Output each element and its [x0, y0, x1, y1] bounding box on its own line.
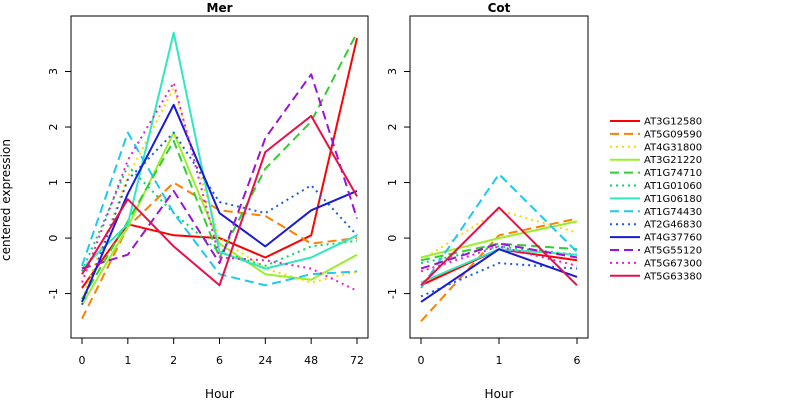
x-tick-label-mer-48: 48	[304, 354, 318, 367]
series-line-cot-at5g09590	[420, 217, 578, 322]
legend-label-at5g55120: AT5G55120	[644, 246, 702, 257]
legend-label-at1g74710: AT1G74710	[644, 168, 702, 179]
legend-item-at2g46830: AT2G46830	[610, 220, 702, 231]
legend-item-at5g63380: AT5G63380	[610, 271, 702, 282]
series-line-mer-at5g63380	[81, 114, 358, 287]
x-tick-label-cot-0: 0	[418, 354, 425, 367]
legend-label-at3g21220: AT3G21220	[644, 155, 702, 166]
panels: Mer -1 0 1 2 3 0 1 2 6 24 48 72 Hour Cot -1 0 1 2 3 0 1 6 Hour	[47, 1, 589, 400]
legend-label-at5g09590: AT5G09590	[644, 129, 702, 140]
series-line-mer-at4g31800	[81, 87, 358, 300]
x-axis-title-cot: Hour	[485, 387, 514, 400]
legend-label-at5g67300: AT5G67300	[644, 258, 702, 269]
x-tick-label-mer-72: 72	[350, 354, 364, 367]
panel-title-cot: Cot	[488, 1, 511, 15]
series-line-mer-at1g06180	[81, 31, 358, 270]
legend-label-at4g31800: AT4G31800	[644, 142, 702, 153]
series-line-mer-at4g37760	[81, 103, 358, 303]
legend-label-at1g06180: AT1G06180	[644, 194, 702, 205]
legend-item-at1g74430: AT1G74430	[610, 207, 702, 218]
legend-item-at1g74710: AT1G74710	[610, 168, 702, 179]
panel-title-mer: Mer	[207, 1, 233, 15]
y-tick-label-mer--1: -1	[47, 288, 60, 299]
series-line-cot-at4g31800	[420, 209, 578, 262]
legend-item-at4g37760: AT4G37760	[610, 233, 702, 244]
x-tick-label-mer-2: 2	[170, 354, 177, 367]
series-line-cot-at5g63380	[420, 206, 578, 287]
y-tick-label-cot-2: 2	[386, 124, 399, 131]
panel-mer: Mer -1 0 1 2 3 0 1 2 6 24 48 72 Hour	[47, 1, 369, 400]
series-line-mer-at2g46830	[81, 131, 358, 306]
x-tick-label-mer-0: 0	[79, 354, 86, 367]
legend-item-at1g06180: AT1G06180	[610, 194, 702, 205]
x-tick-label-cot-6: 6	[574, 354, 581, 367]
legend-label-at1g74430: AT1G74430	[644, 207, 702, 218]
y-axis-title: centered expression	[0, 139, 13, 261]
series-line-cot-at4g37760	[420, 248, 578, 303]
y-tick-label-mer-3: 3	[47, 68, 60, 75]
plot-frame-mer	[70, 15, 369, 339]
legend-item-at1g01060: AT1G01060	[610, 181, 702, 192]
legend-label-at1g01060: AT1G01060	[644, 181, 702, 192]
series-line-cot-at1g06180	[420, 248, 578, 284]
y-tick-label-cot-0: 0	[386, 235, 399, 242]
x-tick-label-mer-1: 1	[124, 354, 131, 367]
y-tick-label-cot-3: 3	[386, 68, 399, 75]
x-tick-label-mer-6: 6	[216, 354, 223, 367]
legend-label-at5g63380: AT5G63380	[644, 271, 702, 282]
x-axis-title-mer: Hour	[205, 387, 234, 400]
series-line-cot-at1g74430	[420, 173, 578, 289]
x-tick-label-cot-1: 1	[496, 354, 503, 367]
series-line-mer-at5g55120	[81, 73, 358, 270]
plot-frame-cot	[409, 15, 589, 339]
series-line-mer-at3g21220	[81, 131, 358, 306]
y-tick-label-mer-1: 1	[47, 179, 60, 186]
legend-item-at5g67300: AT5G67300	[610, 258, 702, 269]
y-tick-label-cot--1: -1	[386, 288, 399, 299]
series-line-cot-at2g46830	[420, 262, 578, 298]
series-line-cot-at1g74710	[420, 242, 578, 262]
y-tick-label-mer-0: 0	[47, 235, 60, 242]
legend-item-at4g31800: AT4G31800	[610, 142, 702, 153]
legend-label-at2g46830: AT2G46830	[644, 220, 702, 231]
legend-label-at3g12580: AT3G12580	[644, 117, 702, 128]
series-line-cot-at5g55120	[420, 242, 578, 270]
y-tick-label-mer-2: 2	[47, 124, 60, 131]
legend-item-at5g55120: AT5G55120	[610, 246, 702, 257]
legend-item-at5g09590: AT5G09590	[610, 129, 702, 140]
legend-item-at3g12580: AT3G12580	[610, 117, 702, 128]
panel-cot: Cot -1 0 1 2 3 0 1 6 Hour	[386, 1, 589, 400]
y-tick-label-cot-1: 1	[386, 179, 399, 186]
legend-label-at4g37760: AT4G37760	[644, 233, 702, 244]
series-line-mer-at1g74710	[81, 32, 358, 300]
series-line-mer-at1g74430	[81, 131, 358, 287]
legend-item-at3g21220: AT3G21220	[610, 155, 702, 166]
x-tick-label-mer-24: 24	[258, 354, 272, 367]
